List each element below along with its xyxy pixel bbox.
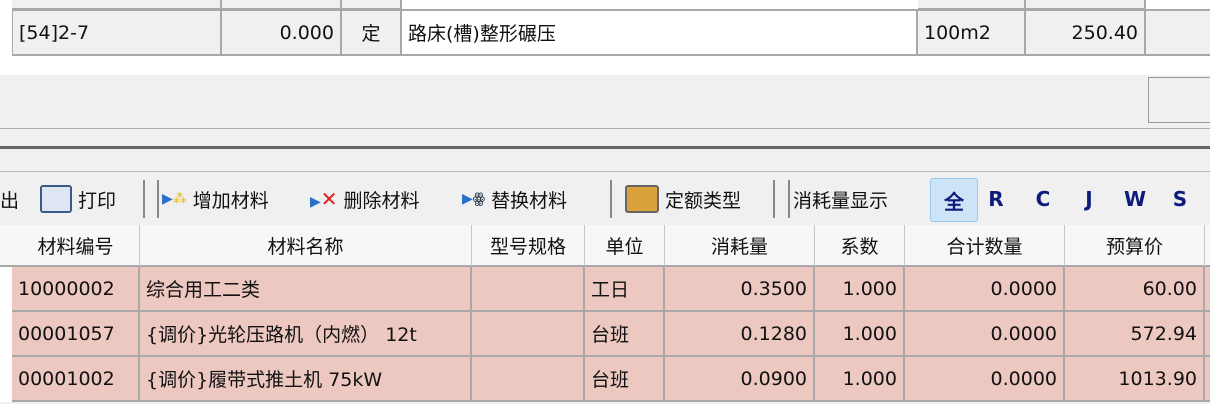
cell-spec[interactable] xyxy=(472,267,585,312)
filter-s[interactable]: S xyxy=(1172,187,1188,211)
top-extra xyxy=(1146,9,1210,56)
splitter[interactable] xyxy=(0,146,1210,149)
top-name[interactable]: 路床(槽)整形碾压 xyxy=(402,9,918,56)
divider xyxy=(0,128,1210,129)
cell-consumption[interactable]: 0.3500 xyxy=(665,267,815,312)
printer-icon xyxy=(40,185,72,213)
cell-unit[interactable]: 台班 xyxy=(585,312,665,357)
add-label: 增加材料 xyxy=(192,189,269,212)
cell-unit[interactable]: 台班 xyxy=(585,357,665,402)
export-label: 出 xyxy=(0,189,20,212)
cell-spec[interactable] xyxy=(472,312,585,357)
cell-coefficient[interactable]: 1.000 xyxy=(815,267,905,312)
cell-unit[interactable]: 工日 xyxy=(585,267,665,312)
print-button[interactable]: 打印 xyxy=(40,178,116,220)
cell-budget-price[interactable]: 60.00 xyxy=(1065,267,1205,312)
cell-coefficient[interactable]: 1.000 xyxy=(815,357,905,402)
print-label: 打印 xyxy=(78,189,117,212)
top-qty[interactable]: 0.000 xyxy=(222,9,342,56)
display-label: 消耗量显示 xyxy=(793,178,888,220)
filter-r[interactable]: R xyxy=(988,187,1004,211)
add-icon: ▶⁂ xyxy=(162,191,187,207)
delete-icon: ▶✕ xyxy=(310,187,338,211)
column-header-code[interactable]: 材料编号 xyxy=(12,225,140,267)
top-type[interactable]: 定 xyxy=(342,9,402,56)
filter-c[interactable]: C xyxy=(1035,187,1051,211)
replace-label: 替换材料 xyxy=(491,189,568,212)
cell-extra xyxy=(1205,267,1210,312)
binoculars-icon: ▶ꙮ xyxy=(462,191,486,207)
cell-code[interactable]: 00001057 xyxy=(12,312,140,357)
display-label-text: 消耗量显示 xyxy=(793,189,889,212)
cell-spec[interactable] xyxy=(472,357,585,402)
add-material-button[interactable]: ▶⁂ 增加材料 xyxy=(162,178,269,220)
column-header-name[interactable]: 材料名称 xyxy=(140,225,472,267)
filter-j[interactable]: J xyxy=(1085,187,1093,211)
cell-extra xyxy=(1205,312,1210,357)
top-price[interactable]: 250.40 xyxy=(1026,9,1146,56)
separator xyxy=(143,180,145,218)
column-header-total-quantity[interactable]: 合计数量 xyxy=(905,225,1065,267)
cell-consumption[interactable]: 0.0900 xyxy=(665,357,815,402)
cell-consumption[interactable]: 0.1280 xyxy=(665,312,815,357)
cell-name[interactable]: 综合用工二类 xyxy=(140,267,472,312)
delete-material-button[interactable]: ▶✕ 删除材料 xyxy=(310,178,420,220)
cell-total-quantity[interactable]: 0.0000 xyxy=(905,357,1065,402)
top-unit[interactable]: 100m2 xyxy=(918,9,1026,56)
export-button[interactable]: 出 xyxy=(0,178,19,220)
column-header-budget-price[interactable]: 预算价 xyxy=(1065,225,1205,267)
quota-type-button[interactable]: 定额类型 xyxy=(625,178,741,220)
separator xyxy=(610,180,612,218)
quota-type-label: 定额类型 xyxy=(665,189,742,212)
delete-label: 删除材料 xyxy=(343,189,420,212)
cell-total-quantity[interactable]: 0.0000 xyxy=(905,312,1065,357)
replace-material-button[interactable]: ▶ꙮ 替换材料 xyxy=(462,178,567,220)
cell-code[interactable]: 00001002 xyxy=(12,357,140,402)
column-header-extra xyxy=(1205,225,1210,267)
cell-coefficient[interactable]: 1.000 xyxy=(815,312,905,357)
top-table: [54]2-7 0.000 定 路床(槽)整形碾压 100m2 250.40 xyxy=(0,0,1210,75)
filter-all[interactable]: 全 xyxy=(930,178,978,222)
cell-extra xyxy=(1205,357,1210,402)
cell-name[interactable]: {调价}光轮压路机（内燃） 12t xyxy=(140,312,472,357)
column-header-unit[interactable]: 单位 xyxy=(585,225,665,267)
column-header-coefficient[interactable]: 系数 xyxy=(815,225,905,267)
separator xyxy=(773,180,775,218)
top-code[interactable]: [54]2-7 xyxy=(12,9,222,56)
divider xyxy=(0,171,1210,172)
scrollbar-corner xyxy=(1148,77,1210,123)
cell-code[interactable]: 10000002 xyxy=(12,267,140,312)
hand-keyboard-icon xyxy=(625,185,659,213)
cell-budget-price[interactable]: 572.94 xyxy=(1065,312,1205,357)
filter-w[interactable]: W xyxy=(1123,187,1147,211)
separator xyxy=(788,180,790,218)
separator xyxy=(157,180,159,218)
cell-total-quantity[interactable]: 0.0000 xyxy=(905,267,1065,312)
cell-name[interactable]: {调价}履带式推土机 75kW xyxy=(140,357,472,402)
cell-budget-price[interactable]: 1013.90 xyxy=(1065,357,1205,402)
column-header-consumption[interactable]: 消耗量 xyxy=(665,225,815,267)
column-header-spec[interactable]: 型号规格 xyxy=(472,225,585,267)
